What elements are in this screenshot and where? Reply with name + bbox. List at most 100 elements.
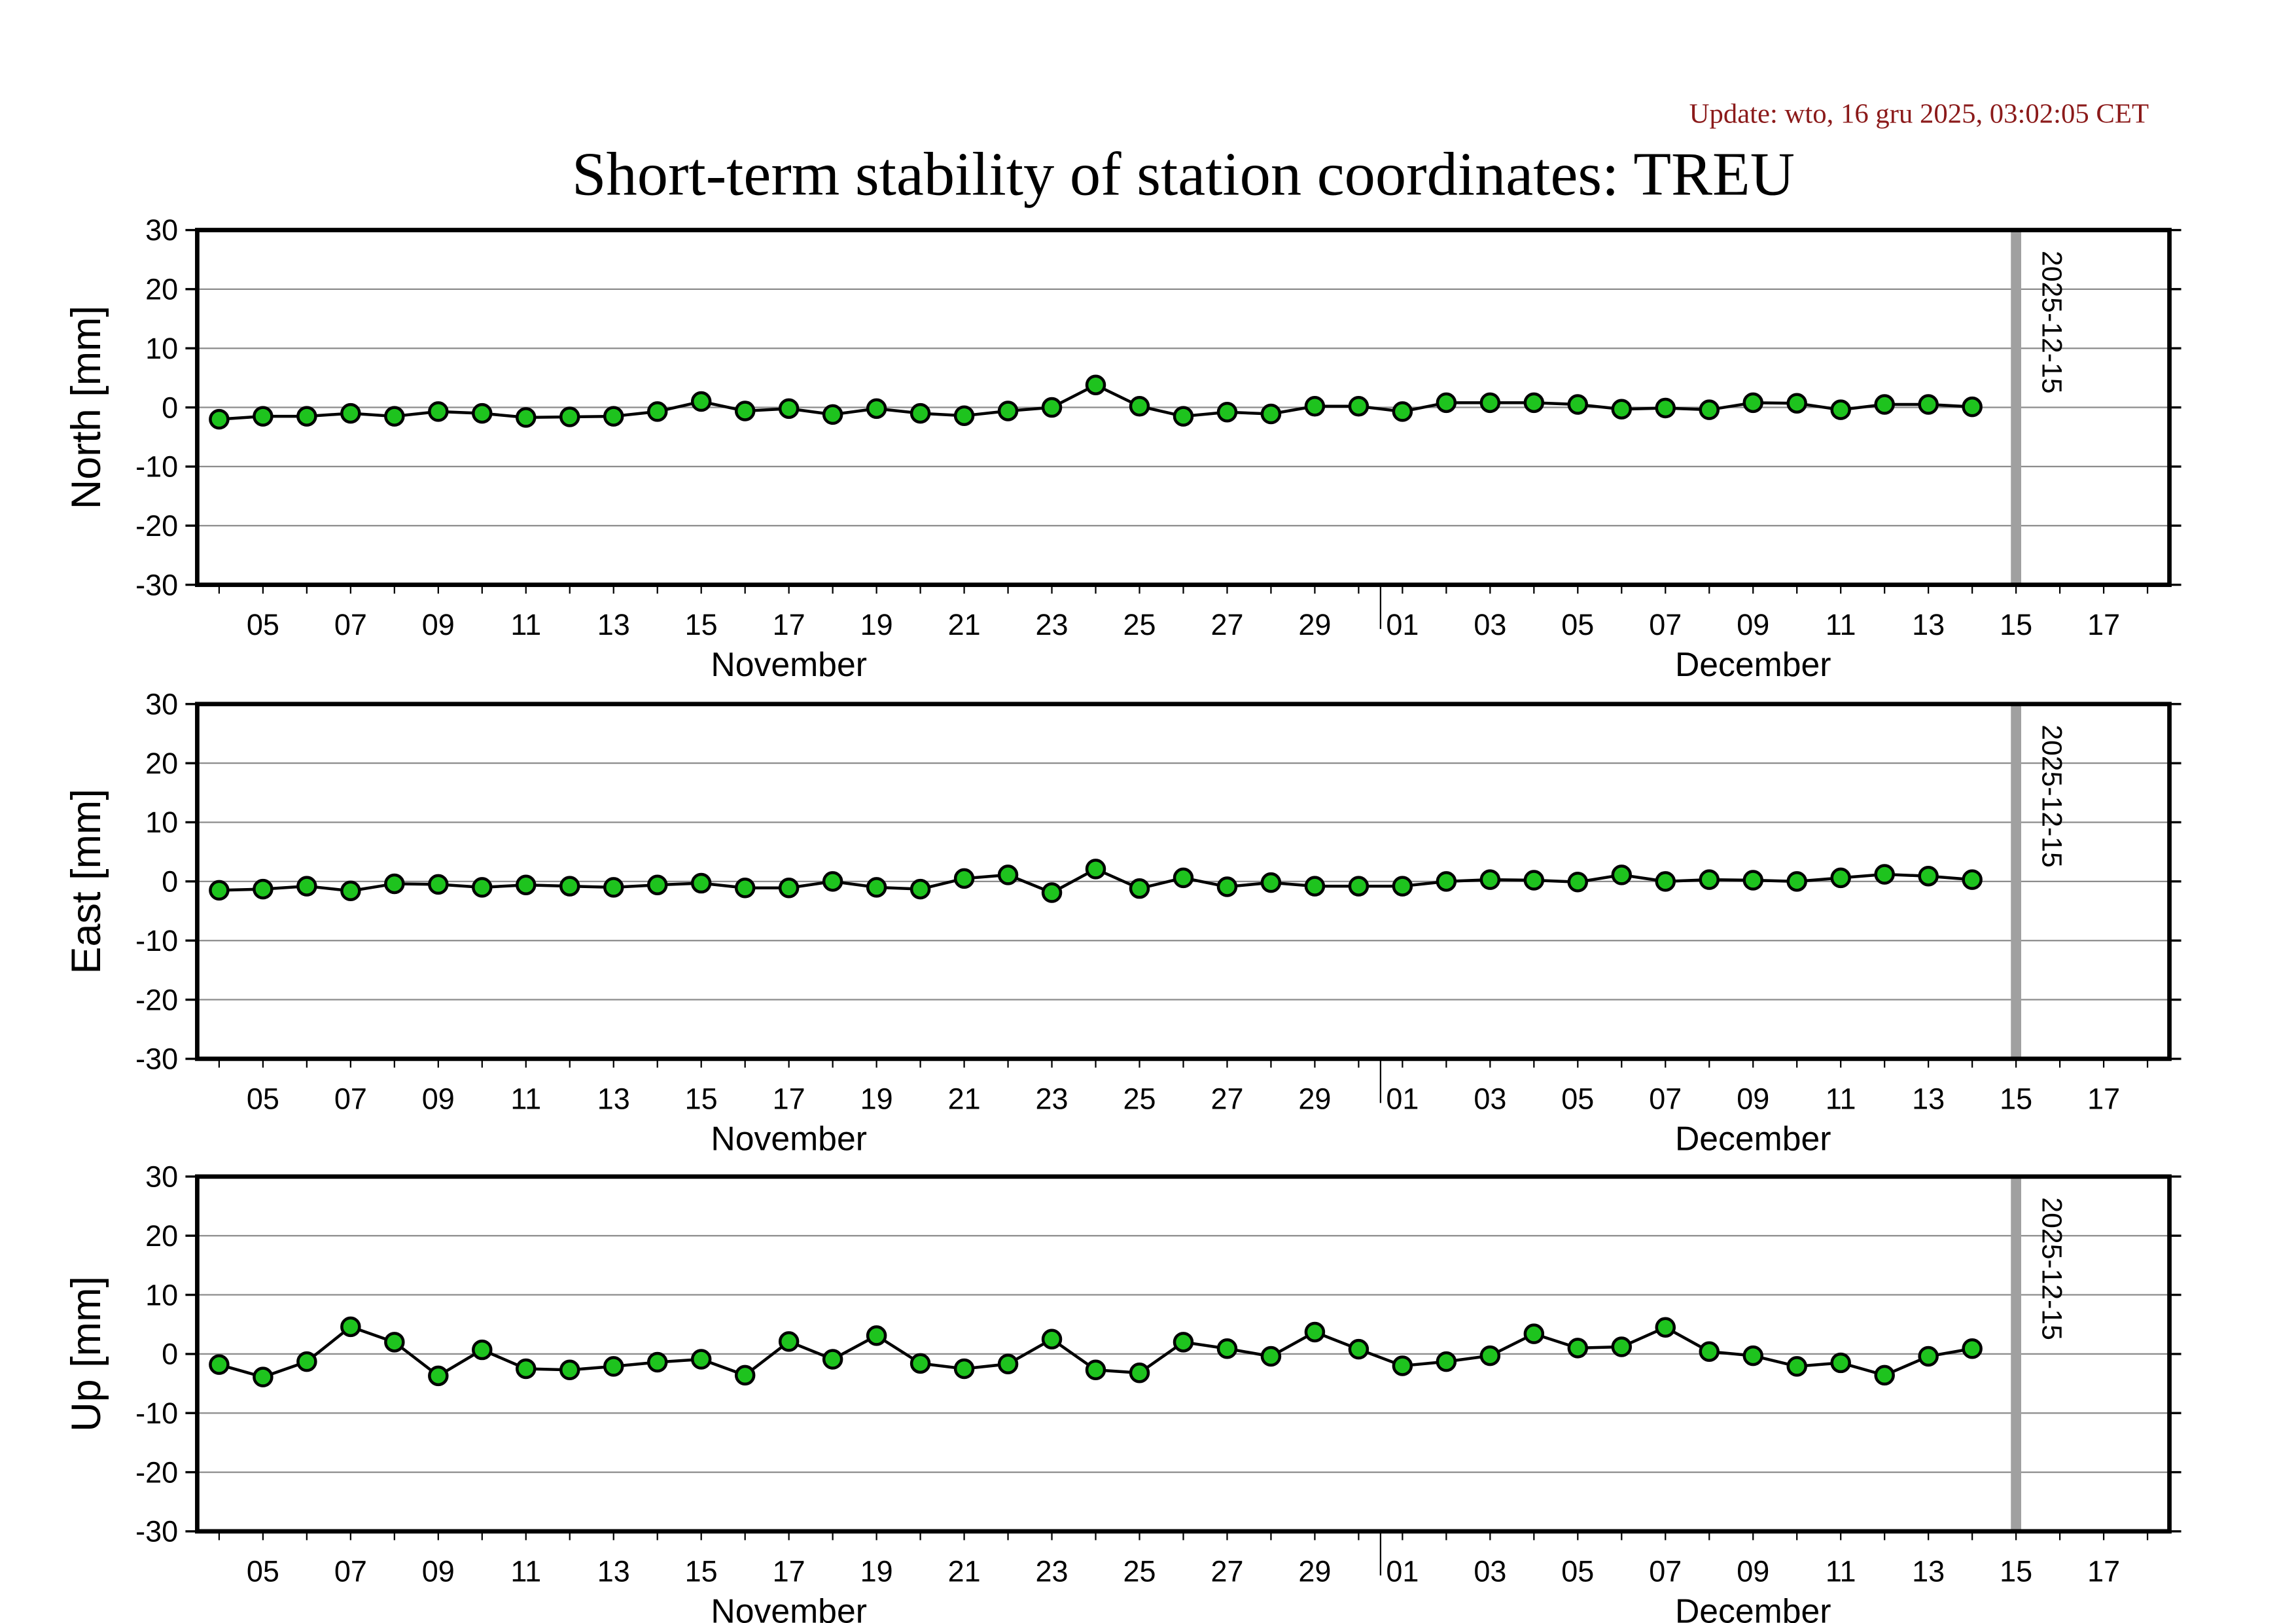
data-point xyxy=(953,405,975,426)
x-tick-label: 17 xyxy=(773,1554,805,1588)
x-tick-label: 23 xyxy=(1036,1554,1069,1588)
data-point xyxy=(997,401,1019,421)
panel-up: 2025-12-15 30 20 10 0 -10 -20 -30 Up [mm] 05 07 09 1… xyxy=(63,1160,2181,1623)
data-point xyxy=(1348,1338,1369,1360)
data-point xyxy=(559,406,580,427)
x-tick-label: 09 xyxy=(1737,1554,1769,1588)
month-label: December xyxy=(1675,1119,1831,1157)
data-point xyxy=(1874,864,1895,885)
data-point xyxy=(603,877,624,898)
data-point xyxy=(1304,1321,1326,1343)
x-tick-label: 25 xyxy=(1123,608,1156,641)
data-point xyxy=(1260,1346,1282,1367)
x-tick-label: 27 xyxy=(1210,608,1243,641)
data-point xyxy=(1742,392,1763,414)
x-tick-label: 23 xyxy=(1036,608,1069,641)
x-tick-label: 19 xyxy=(860,608,893,641)
data-point xyxy=(1699,869,1720,890)
data-point xyxy=(209,408,230,430)
x-tick-label: 17 xyxy=(773,608,805,641)
x-tick-label: 07 xyxy=(1649,608,1682,641)
y-tick-label: 10 xyxy=(145,332,178,365)
data-point xyxy=(472,402,493,424)
y-tick-label: 0 xyxy=(162,1338,178,1371)
epoch-marker-label: 2025-12-15 xyxy=(2036,724,2068,868)
data-point xyxy=(866,877,887,898)
data-point xyxy=(472,877,493,898)
x-tick-label: 09 xyxy=(1737,608,1769,641)
y-tick-label: -20 xyxy=(135,509,178,543)
data-point xyxy=(1436,1351,1457,1372)
y-tick-label: 0 xyxy=(162,865,178,899)
x-tick-label: 13 xyxy=(597,1082,630,1115)
data-point xyxy=(1655,871,1676,892)
data-point xyxy=(1786,871,1807,892)
x-tick-label: 21 xyxy=(948,1554,981,1588)
data-point xyxy=(296,876,317,897)
x-tick-label: 13 xyxy=(1912,1554,1945,1588)
x-tick-label: 19 xyxy=(860,1554,893,1588)
data-point xyxy=(1436,392,1457,414)
x-tick-label: 11 xyxy=(510,1554,541,1588)
x-tick-label: 15 xyxy=(2000,1082,2032,1115)
x-tick-label: 29 xyxy=(1298,1082,1331,1115)
y-axis-label: Up [mm] xyxy=(63,1276,109,1432)
data-point xyxy=(209,1354,230,1375)
data-point xyxy=(384,406,405,427)
data-point xyxy=(690,391,712,412)
data-point xyxy=(1479,392,1501,414)
x-tick-label: 15 xyxy=(685,1082,718,1115)
x-tick-label: 15 xyxy=(685,1554,718,1588)
y-tick-label: -10 xyxy=(135,924,178,957)
data-point xyxy=(603,1356,624,1377)
y-tick-label: 0 xyxy=(162,391,178,424)
data-point xyxy=(1962,869,1983,890)
data-point xyxy=(472,1339,493,1361)
data-point xyxy=(1041,1329,1063,1350)
data-point xyxy=(1830,867,1851,889)
x-tick-label: 13 xyxy=(597,1554,630,1588)
data-point xyxy=(1304,395,1326,417)
data-point xyxy=(1085,1359,1106,1381)
data-point xyxy=(1348,876,1369,897)
data-point xyxy=(1918,865,1939,887)
chart-title: Short-term stability of station coordina… xyxy=(572,141,1795,209)
data-point xyxy=(1874,394,1895,415)
x-tick-label: 11 xyxy=(510,1082,541,1115)
data-point xyxy=(734,1364,756,1386)
data-point xyxy=(296,1351,317,1372)
data-point xyxy=(910,878,931,900)
data-point xyxy=(1216,876,1238,897)
data-point xyxy=(1129,878,1150,899)
y-tick-label: -30 xyxy=(135,1043,178,1076)
x-tick-label: 15 xyxy=(2000,1554,2032,1588)
x-tick-label: 07 xyxy=(334,1082,367,1115)
x-tick-label: 25 xyxy=(1123,1082,1156,1115)
x-tick-label: 09 xyxy=(422,608,455,641)
data-point xyxy=(1173,406,1194,427)
panels: 2025-12-15 30 20 10 0 -10 -20 -30 North [mm] 05 07… xyxy=(63,213,2181,1623)
data-point xyxy=(646,401,668,422)
x-tick-label: 29 xyxy=(1298,608,1331,641)
data-point xyxy=(1436,871,1457,892)
x-tick-label: 11 xyxy=(1826,1554,1856,1588)
data-point xyxy=(646,1351,668,1373)
x-tick-label: 21 xyxy=(948,1082,981,1115)
x-tick-label: 19 xyxy=(860,1082,893,1115)
x-tick-label: 05 xyxy=(1561,1554,1594,1588)
x-tick-label: 05 xyxy=(247,1554,279,1588)
data-point xyxy=(1567,1338,1589,1359)
data-point xyxy=(1611,399,1633,420)
data-point xyxy=(1041,397,1063,418)
data-point xyxy=(1260,872,1282,893)
data-point xyxy=(1742,870,1763,891)
y-tick-label: -20 xyxy=(135,1455,178,1489)
x-tick-label: 13 xyxy=(597,608,630,641)
x-tick-label: 25 xyxy=(1123,1554,1156,1588)
month-label: December xyxy=(1675,1592,1831,1623)
data-point xyxy=(1348,395,1369,417)
data-point xyxy=(910,1353,931,1374)
x-tick-label: 13 xyxy=(1912,608,1945,641)
data-point xyxy=(1962,1338,1983,1359)
y-tick-label: -30 xyxy=(135,568,178,601)
